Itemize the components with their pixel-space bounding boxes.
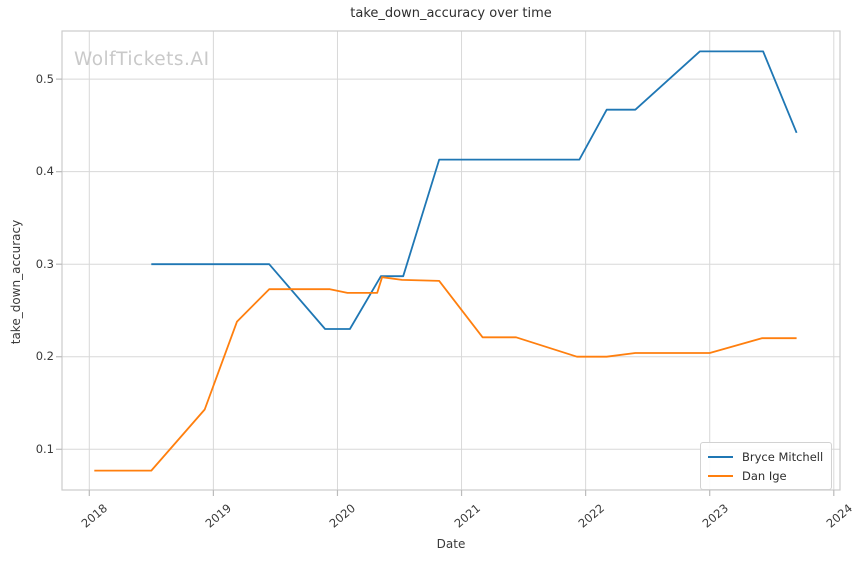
- legend-label: Bryce Mitchell: [742, 449, 824, 464]
- legend-label: Dan Ige: [742, 468, 787, 483]
- chart-title: take_down_accuracy over time: [350, 6, 552, 21]
- y-tick-label: 0.2: [35, 349, 54, 364]
- watermark: WolfTickets.AI: [74, 49, 210, 70]
- legend-item: Bryce Mitchell: [708, 447, 823, 466]
- legend-line-swatch: [708, 474, 733, 477]
- legend-item: Dan Ige: [708, 466, 823, 485]
- plot-border: [61, 30, 841, 491]
- legend-line-swatch: [708, 455, 733, 458]
- y-tick-label: 0.4: [35, 164, 54, 179]
- y-tick-label: 0.5: [35, 71, 54, 86]
- series-line-dan-ige: [94, 276, 797, 472]
- legend: Bryce Mitchell Dan Ige: [700, 442, 832, 490]
- series-line-bryce-mitchell: [151, 50, 798, 330]
- y-tick-label: 0.3: [35, 256, 54, 271]
- y-tick-label: 0.1: [35, 441, 54, 456]
- x-axis-label: Date: [436, 537, 466, 551]
